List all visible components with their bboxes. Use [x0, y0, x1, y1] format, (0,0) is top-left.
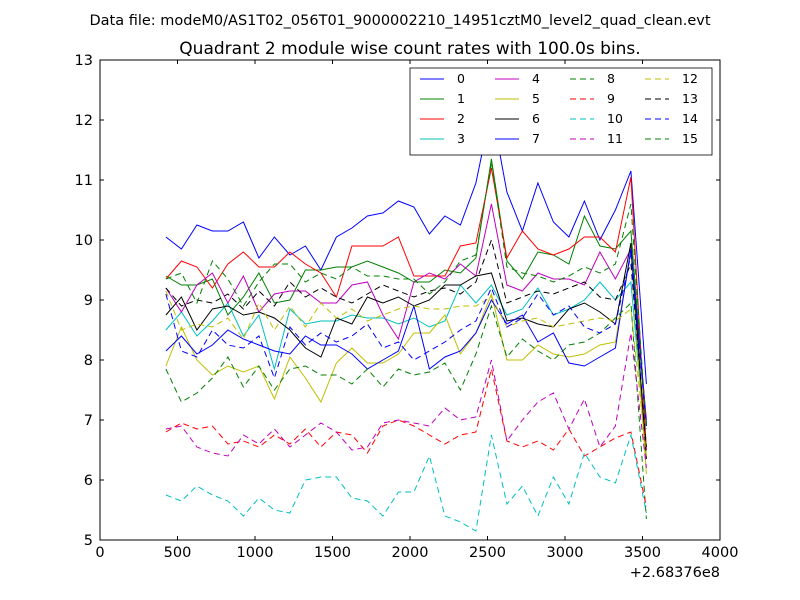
y-tick-label: 5	[84, 533, 93, 549]
y-tick-label: 10	[75, 233, 93, 249]
series-line-5	[165, 251, 647, 475]
legend-label-9: 9	[607, 91, 615, 106]
suptitle: Data file: modeM0/AS1T02_056T01_90000022…	[89, 13, 710, 29]
legend-box	[409, 67, 713, 156]
y-tick-label: 7	[84, 413, 93, 429]
legend-label-8: 8	[607, 71, 615, 86]
series-line-2	[165, 167, 647, 451]
legend-label-4: 4	[532, 71, 540, 86]
legend-label-13: 13	[682, 91, 698, 106]
legend-label-14: 14	[682, 111, 698, 126]
series-line-4	[165, 203, 647, 421]
series-line-6	[165, 242, 647, 460]
series-line-7	[165, 248, 647, 424]
y-tick-label: 13	[75, 53, 93, 69]
series-line-11	[165, 332, 647, 469]
legend-label-0: 0	[457, 71, 465, 86]
x-tick-label: 1500	[314, 545, 351, 561]
x-tick-label: 500	[164, 545, 192, 561]
axis-ticks: 0 500 1000 1500 2000 2500 3000 3500 400056789101…	[75, 53, 739, 561]
series-line-10	[165, 433, 647, 532]
x-tick-label: 4000	[702, 545, 739, 561]
legend-label-11: 11	[607, 131, 623, 146]
legend-label-2: 2	[457, 111, 465, 126]
legend-label-7: 7	[532, 131, 540, 146]
x-tick-label: 1000	[237, 545, 274, 561]
series-line-8	[165, 301, 647, 520]
y-tick-label: 12	[75, 113, 93, 129]
legend-label-1: 1	[457, 91, 465, 106]
y-tick-label: 6	[84, 473, 93, 489]
series-line-3	[165, 280, 647, 457]
series-line-0	[165, 107, 647, 385]
series-line-15	[165, 161, 647, 430]
chart-title: Quadrant 2 module wise count rates with …	[179, 39, 640, 59]
series-line-1	[165, 158, 647, 427]
x-tick-label: 2500	[469, 545, 506, 561]
series-line-12	[165, 290, 647, 457]
x-tick-label: 3500	[624, 545, 661, 561]
series-line-9	[165, 368, 647, 508]
legend-label-10: 10	[607, 111, 623, 126]
x-tick-label: 3000	[547, 545, 584, 561]
y-tick-label: 8	[84, 353, 93, 369]
legend-label-3: 3	[457, 131, 465, 146]
x-offset-label: +2.68376e8	[630, 565, 720, 581]
x-tick-label: 0	[95, 545, 104, 561]
series-line-13	[165, 238, 647, 448]
legend-label-15: 15	[682, 131, 698, 146]
legend-label-6: 6	[532, 111, 540, 126]
legend-label-5: 5	[532, 91, 540, 106]
y-tick-label: 9	[84, 293, 93, 309]
legend-label-12: 12	[682, 71, 698, 86]
x-tick-label: 2000	[392, 545, 429, 561]
series-layer	[165, 107, 647, 532]
y-tick-label: 11	[75, 173, 93, 189]
